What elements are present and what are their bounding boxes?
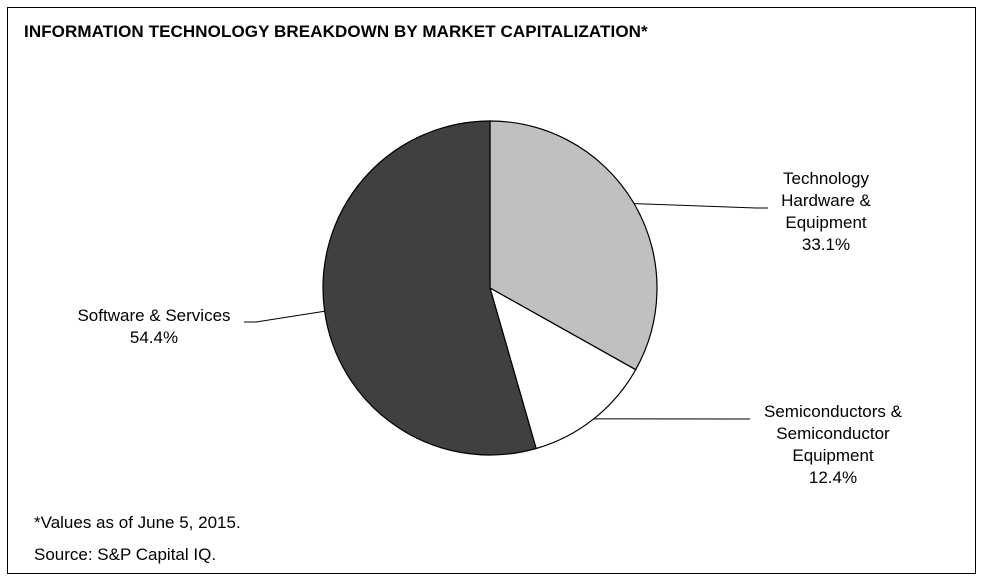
slice-label-software-services: Software & Services 54.4% <box>77 306 231 347</box>
leader-line <box>244 310 325 323</box>
slice-software-services <box>322 120 537 456</box>
slice-label-technology-hardware: Technology Hardware & Equipment 33.1% <box>781 169 871 254</box>
footnote-source: Source: S&P Capital IQ. <box>34 545 217 564</box>
chart-title: INFORMATION TECHNOLOGY BREAKDOWN BY MARK… <box>24 22 648 41</box>
footnote-values-date: *Values as of June 5, 2015. <box>34 513 241 532</box>
leader-line <box>634 203 768 209</box>
slice-technology-hardware <box>489 120 658 371</box>
slice-label-semiconductors: Semiconductors & Semiconductor Equipment… <box>764 402 902 487</box>
slice-semiconductors <box>489 286 637 450</box>
